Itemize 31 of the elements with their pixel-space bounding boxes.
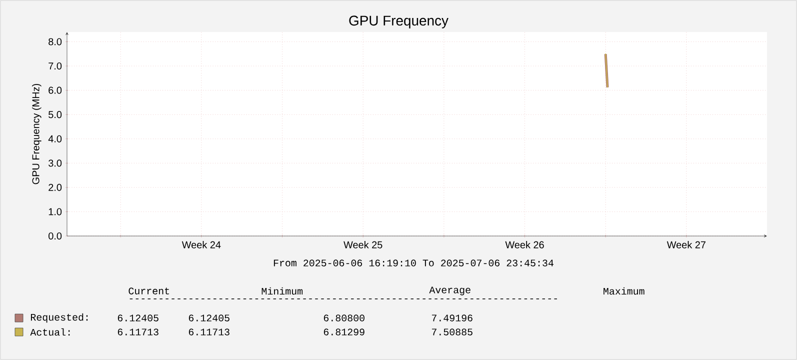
x-tick-label: Week 25 (344, 241, 382, 248)
y-tick-label: 5.0 (48, 111, 62, 118)
x-tick-label: Week 27 (666, 241, 706, 248)
text: 6.81299 (324, 328, 364, 336)
y-tick-label: 2.0 (48, 184, 62, 191)
x-tick-label: Week 24 (182, 241, 221, 248)
text: ------------------------------------------------------------------------ (130, 298, 557, 300)
y-tick-label: 1.0 (48, 208, 62, 216)
text: 7.49196 (432, 314, 472, 322)
y-tick-label: 7.0 (48, 62, 62, 70)
text: Maximum (604, 287, 644, 295)
legend-label: Actual: (30, 328, 70, 336)
text: 6.12405 (118, 314, 158, 322)
y-axis-title: GPU Frequency (MHz) (32, 84, 42, 184)
text: 6.80800 (324, 314, 364, 322)
y-tick-label: 0.0 (48, 232, 62, 240)
legend-label: Requested: (30, 313, 88, 323)
text: 7.50885 (432, 328, 472, 336)
text: Minimum (262, 287, 303, 295)
y-tick-label: 3.0 (48, 160, 62, 167)
text: 6.11713 (188, 328, 230, 336)
text: From 2025-06-06 16:19:10 To 2025-07-06 23:45:34 (274, 260, 554, 266)
text: 6.12405 (188, 314, 230, 322)
text: 6.11713 (118, 328, 158, 336)
x-tick-label: Week 26 (505, 241, 544, 248)
text: Current (128, 288, 170, 294)
y-tick-label: 8.0 (48, 38, 62, 46)
text: Average (429, 286, 470, 296)
y-tick-label: 6.0 (48, 86, 62, 94)
y-tick-label: 4.0 (48, 135, 62, 142)
chart-title: GPU Frequency (349, 16, 448, 28)
